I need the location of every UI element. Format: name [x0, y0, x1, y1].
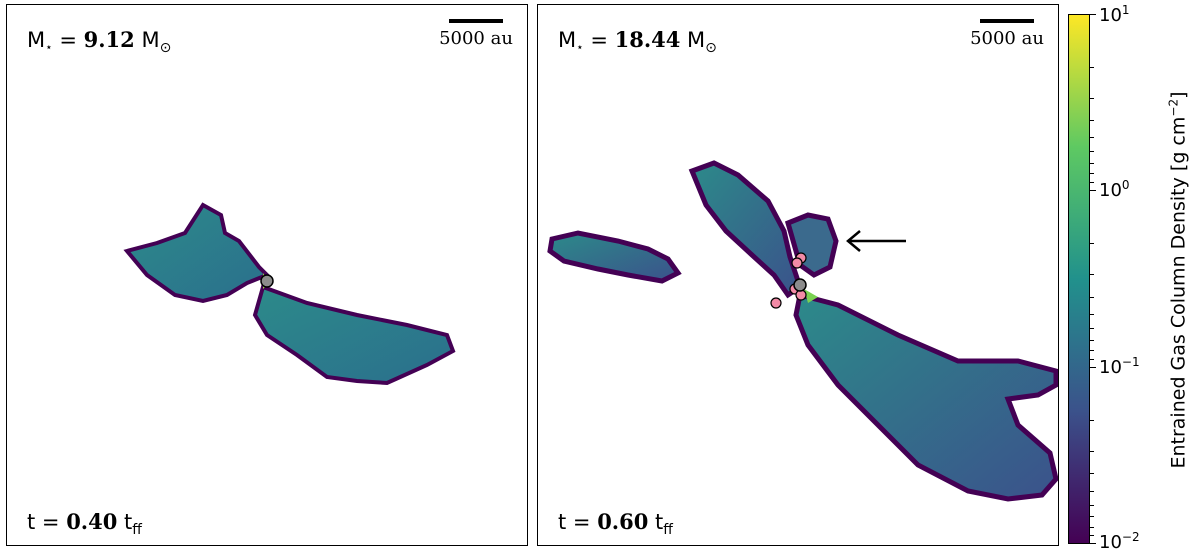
gas-column-density-map: [123, 202, 456, 386]
star-marker: [260, 274, 274, 288]
colorbar-tick: [1090, 14, 1096, 15]
panel-left: M⋆ = 9.12 M⊙ 5000 au t = 0.40 tff: [6, 4, 528, 546]
scale-bar: 5000 au: [431, 19, 521, 49]
scale-bar: 5000 au: [962, 19, 1052, 49]
colorbar: [1068, 14, 1090, 544]
star-marker-companion: [770, 297, 782, 309]
outflow-lobe-left: [123, 202, 271, 304]
outflow-lobe-lower: [793, 291, 1058, 502]
outflow-lobe-far-left: [547, 230, 682, 284]
colorbar-tick: [1090, 367, 1096, 368]
outflow-lobe-upper: [688, 160, 803, 299]
arrow-annotation: [846, 230, 906, 252]
star-marker-companion: [791, 257, 803, 269]
gas-column-density-map: [547, 160, 1058, 502]
colorbar-tick-label: 10−2: [1099, 530, 1140, 553]
colorbar-tick: [1090, 543, 1096, 544]
colorbar-title: Entrained Gas Column Density [g cm−2]: [1166, 91, 1190, 469]
stellar-mass-label: M⋆ = 9.12 M⊙: [27, 27, 172, 56]
star-marker: [793, 278, 807, 292]
time-label: t = 0.40 tff: [27, 509, 142, 538]
colorbar-tick-label: 100: [1099, 178, 1130, 201]
stellar-mass-label: M⋆ = 18.44 M⊙: [558, 27, 717, 56]
scale-bar-label: 5000 au: [970, 28, 1044, 49]
time-label: t = 0.60 tff: [558, 509, 673, 538]
panel-right: M⋆ = 18.44 M⊙ 5000 au t = 0.60 tff: [537, 4, 1059, 546]
colorbar-tick-label: 10−1: [1099, 355, 1140, 378]
outflow-lobe-right: [252, 284, 456, 386]
colorbar-tick: [1090, 190, 1096, 191]
scale-bar-label: 5000 au: [439, 28, 513, 49]
colorbar-tick-label: 101: [1099, 3, 1130, 26]
